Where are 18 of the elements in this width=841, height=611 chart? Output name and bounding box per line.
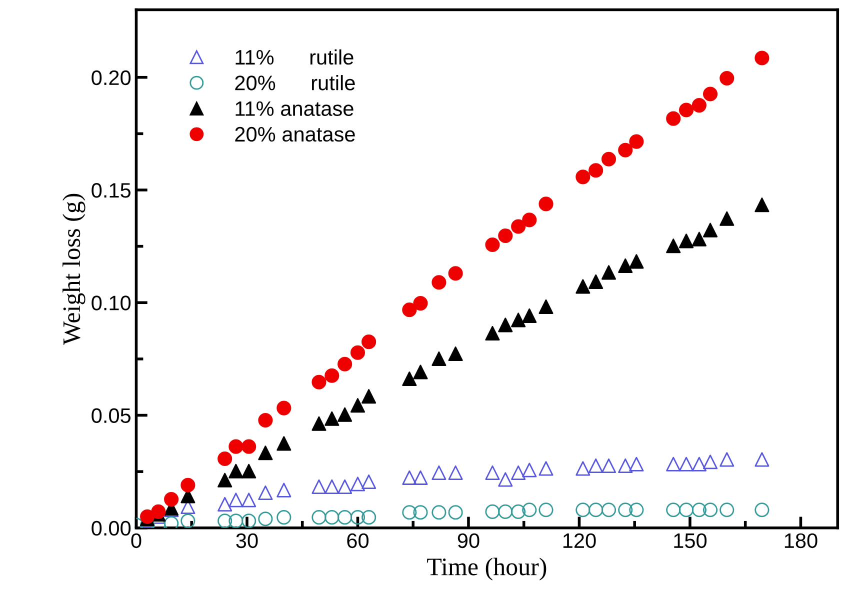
y-tick-label: 0.10: [92, 296, 131, 310]
y-tick-label: 0.15: [92, 182, 131, 198]
x-tick-label: 60: [347, 533, 369, 548]
legend-label: 11% anatase: [236, 101, 354, 116]
y-tick-label: 0.20: [92, 70, 131, 86]
y-tick-label: 0.00: [92, 520, 131, 536]
legend-label: 11% rutile: [236, 49, 354, 65]
x-tick-label: 180: [784, 533, 818, 548]
x-tick-label: 120: [563, 533, 596, 548]
x-tick-label: 90: [458, 533, 480, 548]
y-axis-title: Weight loss (g): [62, 194, 86, 345]
legend-label: 20% anatase: [235, 126, 355, 142]
x-tick-label: 0: [131, 533, 142, 548]
x-tick-label: 30: [236, 533, 258, 548]
x-axis-title: Time (hour): [427, 558, 546, 580]
x-tick-label: 150: [674, 533, 707, 548]
y-tick-label: 0.05: [92, 408, 131, 424]
legend-label: 20% rutile: [235, 75, 355, 90]
